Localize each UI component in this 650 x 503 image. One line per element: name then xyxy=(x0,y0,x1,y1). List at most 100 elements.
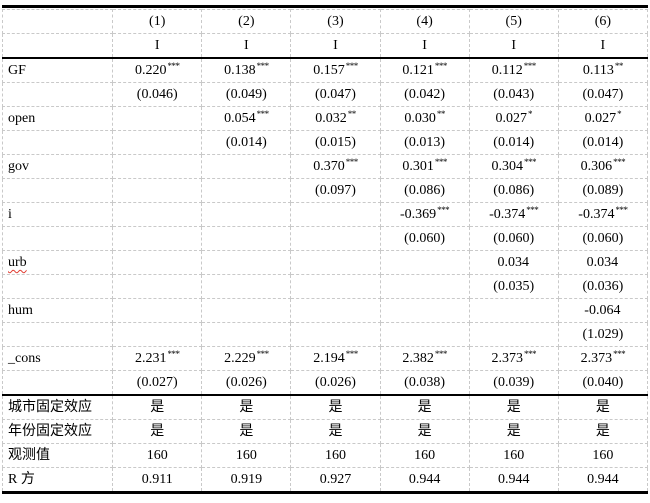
header-row-model-numbers: (1) (2) (3) (4) (5) (6) xyxy=(1,9,649,34)
coef-cell xyxy=(468,298,559,323)
footer-value: 160 xyxy=(290,443,381,468)
significance-stars: *** xyxy=(523,157,537,167)
coef-cell: 0.112*** xyxy=(468,57,559,83)
se-cell: (0.060) xyxy=(557,226,649,251)
dep-var-header: I xyxy=(379,33,470,59)
coef-cell: 0.034 xyxy=(468,250,559,275)
coef-cell: 2.382*** xyxy=(379,346,470,371)
footer-value: 是 xyxy=(379,394,470,420)
row-label-GF: GF xyxy=(1,57,114,83)
significance-stars: *** xyxy=(437,205,450,215)
se-cell: (0.046) xyxy=(112,82,203,107)
coef-cell xyxy=(112,250,203,275)
se-cell: (0.086) xyxy=(468,178,559,203)
footer-value: 160 xyxy=(112,443,203,468)
se-cell xyxy=(112,178,203,203)
se-cell xyxy=(468,322,559,347)
se-row-urb: (0.035) (0.036) xyxy=(1,274,649,299)
significance-stars: *** xyxy=(345,157,359,167)
dep-var-header: I xyxy=(290,33,381,59)
coef-cell xyxy=(290,298,381,323)
coef-cell: 0.054*** xyxy=(201,106,292,131)
coef-cell: 2.229*** xyxy=(201,346,292,371)
row-label-cons: _cons xyxy=(1,346,114,371)
coef-cell xyxy=(201,154,292,179)
row-label-r-squared: R 方 xyxy=(1,467,114,491)
se-cell xyxy=(112,130,203,155)
row-label-hum: hum xyxy=(1,298,114,323)
row-label-open: open xyxy=(1,106,114,131)
significance-stars: *** xyxy=(615,205,628,215)
significance-stars: ** xyxy=(614,61,624,71)
significance-stars: *** xyxy=(523,349,537,359)
coef-cell: 0.032** xyxy=(290,106,381,131)
footer-value: 是 xyxy=(290,394,381,420)
se-row-cons: (0.027) (0.026) (0.026) (0.038) (0.039) … xyxy=(1,370,649,396)
column-header-3: (3) xyxy=(290,9,381,34)
se-cell: (0.047) xyxy=(557,82,649,107)
row-label-year-fixed-effects: 年份固定效应 xyxy=(1,419,114,444)
footer-value: 160 xyxy=(201,443,292,468)
coef-cell xyxy=(112,154,203,179)
significance-stars: * xyxy=(617,109,622,119)
footer-value: 0.911 xyxy=(112,467,203,491)
regression-results-table: (1) (2) (3) (4) (5) (6) I I I I I I GF 0… xyxy=(1,5,649,494)
significance-stars: ** xyxy=(436,109,446,119)
dep-var-header: I xyxy=(557,33,649,59)
column-header-6: (6) xyxy=(557,9,649,34)
coef-row-gov: gov 0.370*** 0.301*** 0.304*** 0.306*** xyxy=(1,154,649,179)
significance-stars: *** xyxy=(167,349,180,359)
row-label-city-fixed-effects: 城市固定效应 xyxy=(1,394,114,420)
column-header-5: (5) xyxy=(468,9,559,34)
footer-row-year-fe: 年份固定效应 是 是 是 是 是 是 xyxy=(1,419,649,444)
se-cell: (0.036) xyxy=(557,274,649,299)
footer-row-city-fe: 城市固定效应 是 是 是 是 是 是 xyxy=(1,394,649,420)
footer-value: 是 xyxy=(557,419,649,444)
coef-row-urb: urb 0.034 0.034 xyxy=(1,250,649,275)
coef-cell: 0.370*** xyxy=(290,154,381,179)
coef-cell xyxy=(379,298,470,323)
row-label-urb: urb xyxy=(1,250,114,275)
coef-cell: 0.027* xyxy=(557,106,649,131)
column-header-2: (2) xyxy=(201,9,292,34)
coef-cell: 2.373*** xyxy=(468,346,559,371)
significance-stars: *** xyxy=(256,109,270,119)
se-cell xyxy=(201,226,292,251)
se-cell: (0.047) xyxy=(290,82,381,107)
coef-cell: 0.301*** xyxy=(379,154,470,179)
se-cell: (0.040) xyxy=(557,370,649,396)
footer-value: 是 xyxy=(201,419,292,444)
footer-value: 160 xyxy=(379,443,470,468)
se-cell xyxy=(290,226,381,251)
significance-stars: *** xyxy=(167,61,180,71)
se-row-i: (0.060) (0.060) (0.060) xyxy=(1,226,649,251)
coef-row-hum: hum -0.064 xyxy=(1,298,649,323)
empty-cell xyxy=(1,322,114,347)
coef-row-cons: _cons 2.231*** 2.229*** 2.194*** 2.382**… xyxy=(1,346,649,371)
empty-cell xyxy=(1,33,114,59)
coef-cell: -0.374*** xyxy=(557,202,649,227)
se-cell: (0.027) xyxy=(112,370,203,396)
se-cell: (1.029) xyxy=(557,322,649,347)
footer-value: 160 xyxy=(557,443,649,468)
footer-value: 0.944 xyxy=(557,467,649,491)
significance-stars: *** xyxy=(256,61,270,71)
header-row-dep-var: I I I I I I xyxy=(1,33,649,59)
footer-row-observations: 观测值 160 160 160 160 160 160 xyxy=(1,443,649,468)
significance-stars: *** xyxy=(434,157,448,167)
se-cell xyxy=(290,322,381,347)
se-cell: (0.089) xyxy=(557,178,649,203)
se-cell: (0.086) xyxy=(379,178,470,203)
coef-cell xyxy=(379,250,470,275)
coef-cell: 0.030** xyxy=(379,106,470,131)
significance-stars: *** xyxy=(345,61,359,71)
significance-stars: *** xyxy=(434,349,448,359)
se-cell: (0.038) xyxy=(379,370,470,396)
significance-stars: *** xyxy=(256,349,270,359)
significance-stars: *** xyxy=(613,157,626,167)
footer-value: 0.919 xyxy=(201,467,292,491)
coef-cell: 0.138*** xyxy=(201,57,292,83)
significance-stars: * xyxy=(527,109,533,119)
significance-stars: *** xyxy=(434,61,448,71)
significance-stars: *** xyxy=(526,205,539,215)
